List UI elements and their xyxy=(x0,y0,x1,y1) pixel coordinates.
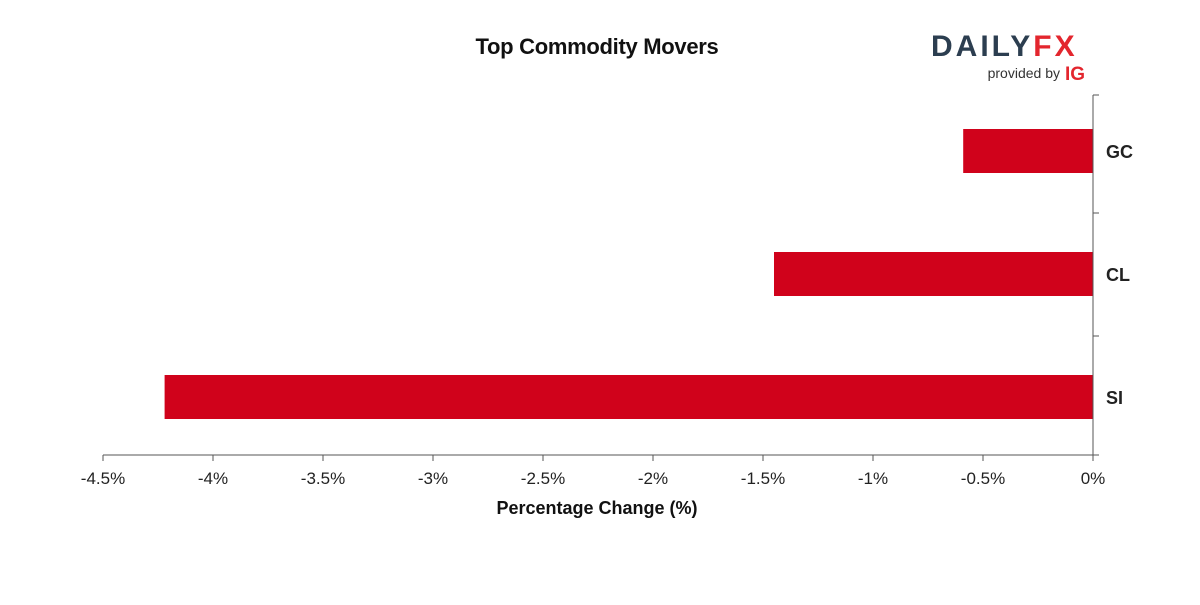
category-label-cl: CL xyxy=(1106,265,1130,285)
plot-area: GC CL SI -4.5% -4% -3.5% -3% -2.5% -2% -1.5% -1% -0… xyxy=(81,94,1133,488)
category-label-si: SI xyxy=(1106,388,1123,408)
x-tick-label: 0% xyxy=(1081,469,1106,488)
x-tick-label: -1.5% xyxy=(741,469,785,488)
logo-fx: FX xyxy=(1033,30,1077,63)
x-tick-label: -4% xyxy=(198,469,228,488)
x-tick-label: -2.5% xyxy=(521,469,565,488)
dailyfx-logo: DAILYFX provided by IG xyxy=(931,30,1085,85)
category-label-gc: GC xyxy=(1106,142,1133,162)
bar-cl xyxy=(774,252,1093,296)
bar-si xyxy=(164,375,1094,419)
x-tick-label: -4.5% xyxy=(81,469,125,488)
logo-provided-by: provided by xyxy=(988,65,1060,81)
bar-gc xyxy=(963,129,1093,173)
logo-daily: DAILY xyxy=(931,30,1033,63)
chart-title: Top Commodity Movers xyxy=(476,34,719,59)
x-tick-label: -3.5% xyxy=(301,469,345,488)
logo-wordmark: DAILYFX xyxy=(931,30,1078,63)
logo-ig: IG xyxy=(1065,64,1085,85)
x-tick-label: -1% xyxy=(858,469,888,488)
x-tick-label: -3% xyxy=(418,469,448,488)
x-tick-label: -0.5% xyxy=(961,469,1005,488)
x-tick-label: -2% xyxy=(638,469,668,488)
x-axis-title: Percentage Change (%) xyxy=(496,498,697,518)
